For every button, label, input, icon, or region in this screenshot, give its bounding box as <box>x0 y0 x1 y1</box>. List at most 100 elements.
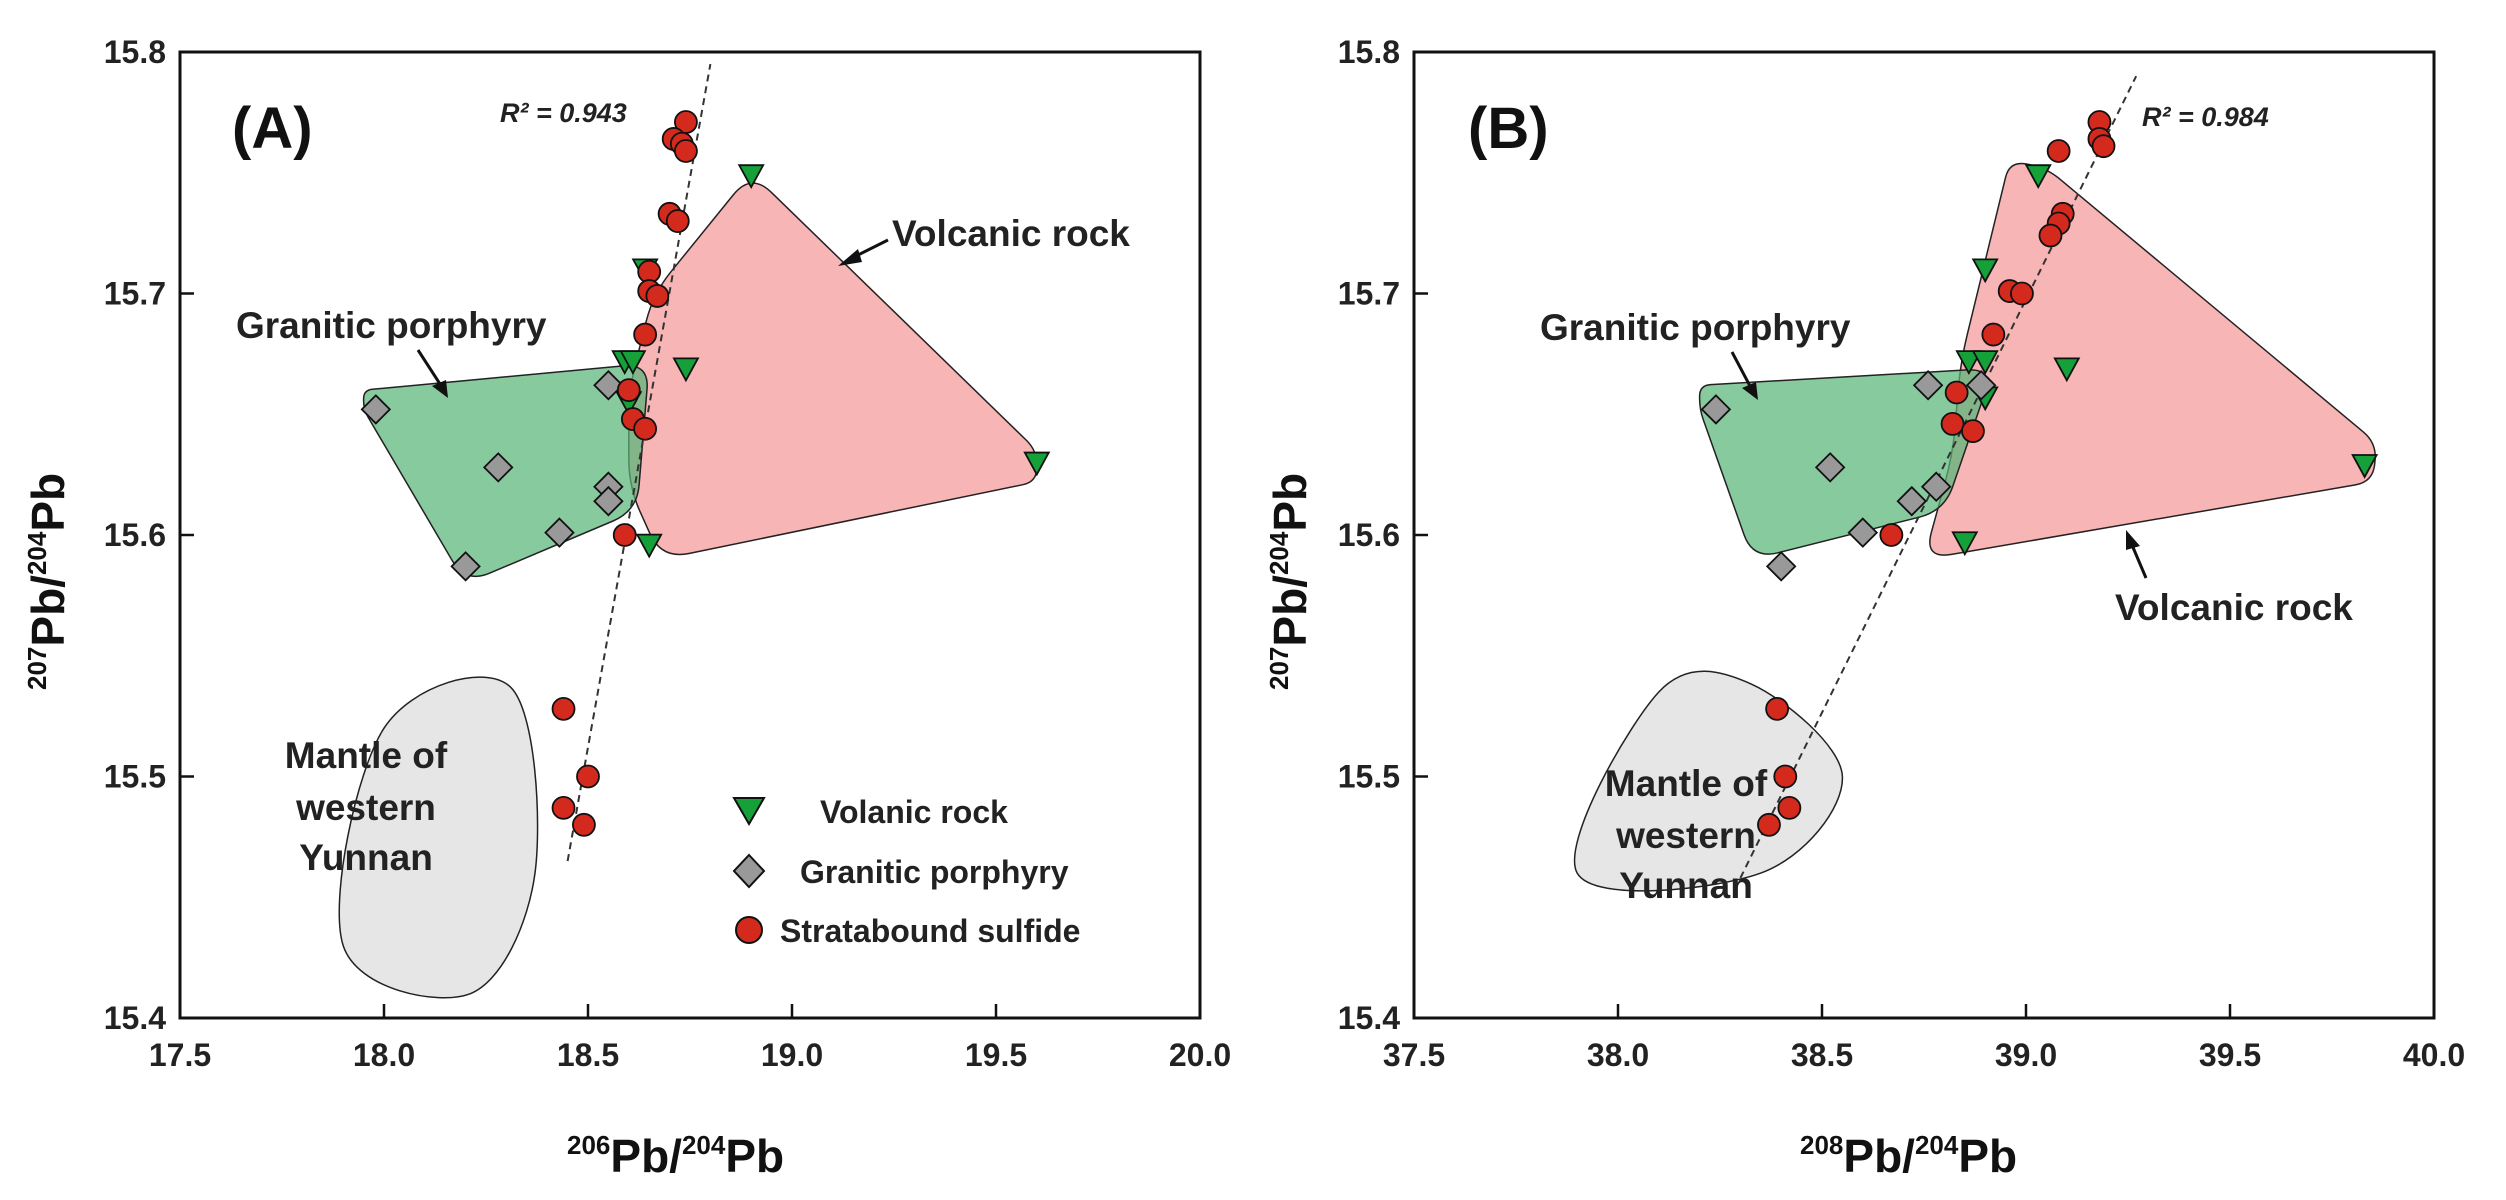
panel-b-x-tick-label: 38.0 <box>1587 1037 1649 1073</box>
panel-a-r2: R² = 0.943 <box>500 98 627 128</box>
panel-a-y-tick-label: 15.7 <box>104 276 166 312</box>
panel-b-x-axis-title: 208Pb/204Pb <box>1800 1130 2017 1182</box>
panel-a-sulfide-point <box>633 416 658 441</box>
panel-a-x-tick-label: 18.0 <box>353 1037 415 1073</box>
panel-a-arrow-volcanic <box>838 238 889 266</box>
legend-volcanic-text: Volanic rock <box>820 794 1008 830</box>
panel-b-x-tick-label: 37.5 <box>1383 1037 1445 1073</box>
panel-a-arrow-granitic <box>416 349 448 398</box>
panel-b-volcanic-point <box>2024 164 2052 190</box>
panel-b-x-tick-label: 39.5 <box>2199 1037 2261 1073</box>
panel-b-x-tick-label: 38.5 <box>1791 1037 1853 1073</box>
panel-b-granitic-point <box>1814 452 1846 483</box>
panel-a-sulfide-point <box>633 322 658 347</box>
panel-b-label-mantle-3: Yunnan <box>1619 865 1753 906</box>
panel-b-granitic-point <box>1912 369 1944 401</box>
panel-a-sulfide-point <box>551 795 576 820</box>
panel-a-label-mantle-3: Yunnan <box>299 837 433 878</box>
legend-triangle-marker <box>732 797 766 827</box>
panel-b-fields <box>1573 162 2376 892</box>
panel-a-y-tick-label: 15.8 <box>104 34 166 70</box>
panel-b-y-axis-title: 207Pb/204Pb <box>1264 473 1316 690</box>
panel-b-field-mantle <box>1573 670 1844 892</box>
panel-b-sulfide-point <box>1940 412 1965 436</box>
panel-a-points <box>360 110 1051 837</box>
panel-b-volcanic-point <box>2351 454 2379 479</box>
panel-b-y-tick-label: 15.8 <box>1338 34 1400 70</box>
legend-sulfide-text: Stratabound sulfide <box>780 913 1080 949</box>
panel-a-letter: (A) <box>232 96 313 161</box>
panel-b-label-granitic: Granitic porphyry <box>1540 307 1851 348</box>
panel-b-sulfide-point <box>1879 523 1904 547</box>
panel-a-sulfide-point <box>612 523 637 547</box>
legend-diamond-marker <box>732 853 766 889</box>
panel-b-letter: (B) <box>1468 96 1549 161</box>
panel-b-sulfide-point <box>2010 281 2034 306</box>
panel-b-volcanic-point <box>2053 357 2081 383</box>
panel-b-sulfide-point <box>1777 795 1802 820</box>
panel-b-x-tick-label: 40.0 <box>2403 1037 2465 1073</box>
panel-a-granitic-point <box>544 517 575 548</box>
panel-b-granitic-point <box>1920 471 1952 502</box>
panel-a-y-tick-label: 15.6 <box>104 517 166 553</box>
panel-b-granitic-point <box>1896 485 1928 517</box>
panel-b-granitic-point <box>1765 551 1797 582</box>
panel-a-sulfide-point <box>576 764 600 789</box>
panel-a-label-mantle-2: western <box>295 787 436 828</box>
panel-b-label-mantle-2: western <box>1615 815 1756 856</box>
panel-b-sulfide-point <box>2046 139 2071 163</box>
panel-a-granitic-point <box>450 551 481 582</box>
panel-b-sulfide-point <box>1961 419 1985 444</box>
panel-b-sulfide-point <box>1757 812 1781 837</box>
panel-a-volcanic-point <box>635 533 663 559</box>
panel-a-x-tick-label: 19.5 <box>965 1037 1027 1073</box>
panel-a-granitic-point <box>593 485 624 517</box>
panel-b-points <box>1700 110 2379 837</box>
panel-b-granitic-point <box>1847 517 1879 548</box>
panel-b-sulfide-point <box>1944 380 1969 405</box>
panel-a-sulfide-point <box>572 812 596 837</box>
panel-a-sulfide-point <box>551 696 576 721</box>
panel-a-x-tick-label: 20.0 <box>1169 1037 1231 1073</box>
panel-a-x-tick-label: 19.0 <box>761 1037 823 1073</box>
panel-a-granitic-point <box>482 452 514 483</box>
panel-b-plot-frame <box>1412 50 2436 1020</box>
panel-b-y-tick-label: 15.4 <box>1338 1000 1400 1036</box>
panel-b-arrow-volcanic <box>2126 530 2148 579</box>
panel-b-label-mantle-1: Mantle of <box>1605 763 1768 804</box>
panel-a-volcanic-point <box>1023 451 1051 477</box>
legend-granitic-text: Granitic porphyry <box>800 854 1069 890</box>
panel-a-y-tick-label: 15.4 <box>104 1000 166 1036</box>
panel-a-sulfide-point <box>616 378 641 403</box>
panel-a-sulfide-point <box>674 139 698 163</box>
panel-a-volcanic-point <box>737 164 765 190</box>
panel-a-y-tick-label: 15.5 <box>104 759 166 795</box>
panel-a-label-mantle-1: Mantle of <box>285 735 448 776</box>
panel-a-x-axis-title: 206Pb/204Pb <box>567 1130 784 1182</box>
panel-a-label-granitic: Granitic porphyry <box>236 305 547 346</box>
panel-b-sulfide-point <box>2091 134 2116 159</box>
panel-a-field-mantle <box>338 676 539 999</box>
panel-b-ticks: 37.5 38.0 38.5 39.0 39.5 40.0 15.4 15.5 15.6 15.7… <box>1338 34 2465 1073</box>
panel-b-volcanic-point <box>1951 531 1979 557</box>
panel-a-sulfide-point <box>665 209 690 233</box>
panel-b-volcanic-point <box>1971 258 1999 284</box>
panel-b-granitic-point <box>1700 394 1732 425</box>
panel-b-sulfide-point <box>1773 764 1798 789</box>
panel-b-y-tick-label: 15.5 <box>1338 759 1400 795</box>
panel-b-granitic-point <box>1965 369 1997 401</box>
panel-b-y-tick-label: 15.7 <box>1338 276 1400 312</box>
panel-a-x-tick-label: 18.5 <box>557 1037 619 1073</box>
panel-b-field-volcanic <box>1929 162 2376 556</box>
panel-b-label-volcanic: Volcanic rock <box>2115 587 2353 628</box>
panel-a-ticks: 17.5 18.0 18.5 19.0 19.5 20.0 15.4 15.5 15.6 15.7… <box>104 34 1231 1073</box>
panel-b-volcanic-point <box>1971 350 1999 375</box>
panel-a-volcanic-point <box>619 350 647 375</box>
panel-b: 37.5 38.0 38.5 39.0 39.5 40.0 15.4 15.5 15.6 15.7… <box>1264 34 2465 1182</box>
panel-b-sulfide-point <box>2038 223 2063 248</box>
panel-a-y-axis-title: 207Pb/204Pb <box>22 473 74 690</box>
panel-a-regression-line <box>566 63 712 862</box>
panel-a-granitic-point <box>593 369 624 401</box>
panel-a-x-tick-label: 17.5 <box>149 1037 211 1073</box>
